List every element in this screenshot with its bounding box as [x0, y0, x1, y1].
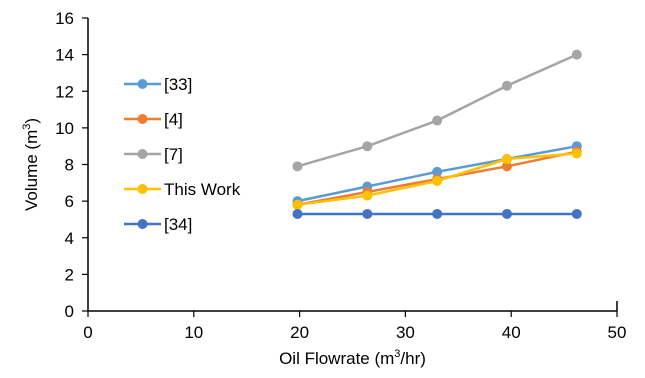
x-tick-label: 30 — [396, 323, 415, 342]
data-point — [292, 208, 303, 219]
axes: 0 10 20 30 40 50 0 2 4 6 8 10 12 14 16 — [55, 9, 626, 342]
y-tick-label: 10 — [55, 119, 74, 138]
series-4 — [292, 208, 582, 219]
data-point — [571, 148, 582, 159]
legend-item: This Work — [124, 180, 241, 199]
y-tick-label: 14 — [55, 46, 74, 65]
data-point — [501, 80, 512, 91]
series-3 — [292, 148, 582, 210]
data-point — [571, 49, 582, 60]
series-0 — [292, 141, 582, 207]
x-tick-label: 10 — [184, 323, 203, 342]
legend-label: [34] — [164, 215, 192, 234]
legend-item: [33] — [124, 75, 192, 94]
x-axis-title: Oil Flowrate (m3/hr) — [279, 348, 426, 368]
y-axis-title: Volume (m3) — [21, 118, 41, 211]
data-point — [571, 208, 582, 219]
x-tick-label: 20 — [290, 323, 309, 342]
y-tick-label: 12 — [55, 82, 74, 101]
x-tick-label: 40 — [502, 323, 521, 342]
legend-label: This Work — [164, 180, 241, 199]
legend-item: [34] — [124, 215, 192, 234]
series-group — [292, 49, 582, 219]
y-tick-label: 0 — [65, 302, 74, 321]
data-point — [362, 208, 373, 219]
legend-marker — [137, 184, 148, 194]
y-tick-label: 16 — [55, 9, 74, 28]
legend-marker — [137, 149, 148, 159]
data-point — [432, 175, 443, 186]
data-point — [362, 190, 373, 201]
series-line — [297, 53, 578, 168]
data-point — [292, 199, 303, 210]
legend-item: [7] — [124, 145, 183, 164]
legend-label: [33] — [164, 75, 192, 94]
legend-label: [7] — [164, 145, 183, 164]
data-point — [362, 141, 373, 152]
data-point — [501, 154, 512, 165]
x-tick-label: 0 — [83, 323, 92, 342]
data-point — [432, 166, 443, 177]
legend-marker — [137, 79, 148, 89]
x-tick-label: 50 — [608, 323, 627, 342]
y-tick-label: 2 — [65, 265, 74, 284]
y-tick-label: 4 — [65, 229, 74, 248]
y-tick-label: 8 — [65, 156, 74, 175]
data-point — [292, 161, 303, 172]
data-point — [432, 208, 443, 219]
legend-marker — [137, 219, 148, 229]
data-point — [501, 208, 512, 219]
legend-label: [4] — [164, 110, 183, 129]
ticks: 0 10 20 30 40 50 0 2 4 6 8 10 12 14 16 — [55, 9, 626, 342]
series-2 — [292, 49, 582, 172]
legend: [33] [4] [7] This Work [34] — [124, 75, 241, 234]
legend-marker — [137, 114, 148, 124]
data-point — [501, 161, 512, 172]
y-tick-label: 6 — [65, 192, 74, 211]
data-point — [432, 115, 443, 126]
legend-item: [4] — [124, 110, 183, 129]
